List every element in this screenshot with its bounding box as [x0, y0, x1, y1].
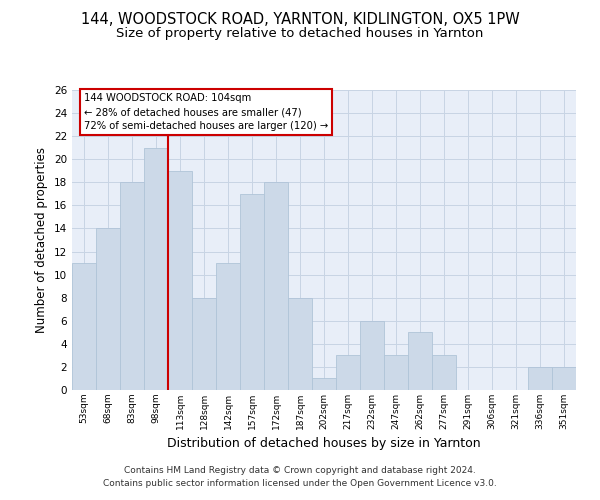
Bar	[72, 263, 96, 390]
Text: 144 WOODSTOCK ROAD: 104sqm
← 28% of detached houses are smaller (47)
72% of semi: 144 WOODSTOCK ROAD: 104sqm ← 28% of deta…	[84, 94, 328, 132]
Bar	[216, 263, 240, 390]
Bar	[336, 356, 360, 390]
Text: Contains HM Land Registry data © Crown copyright and database right 2024.
Contai: Contains HM Land Registry data © Crown c…	[103, 466, 497, 487]
Bar	[552, 367, 576, 390]
X-axis label: Distribution of detached houses by size in Yarnton: Distribution of detached houses by size …	[167, 438, 481, 450]
Y-axis label: Number of detached properties: Number of detached properties	[35, 147, 49, 333]
Bar	[264, 182, 288, 390]
Bar	[312, 378, 336, 390]
Bar	[408, 332, 432, 390]
Bar	[120, 182, 144, 390]
Bar	[168, 171, 192, 390]
Text: 144, WOODSTOCK ROAD, YARNTON, KIDLINGTON, OX5 1PW: 144, WOODSTOCK ROAD, YARNTON, KIDLINGTON…	[80, 12, 520, 28]
Bar	[384, 356, 408, 390]
Bar	[432, 356, 456, 390]
Bar	[360, 321, 384, 390]
Bar	[192, 298, 216, 390]
Bar	[288, 298, 312, 390]
Text: Size of property relative to detached houses in Yarnton: Size of property relative to detached ho…	[116, 28, 484, 40]
Bar	[240, 194, 264, 390]
Bar	[96, 228, 120, 390]
Bar	[144, 148, 168, 390]
Bar	[528, 367, 552, 390]
